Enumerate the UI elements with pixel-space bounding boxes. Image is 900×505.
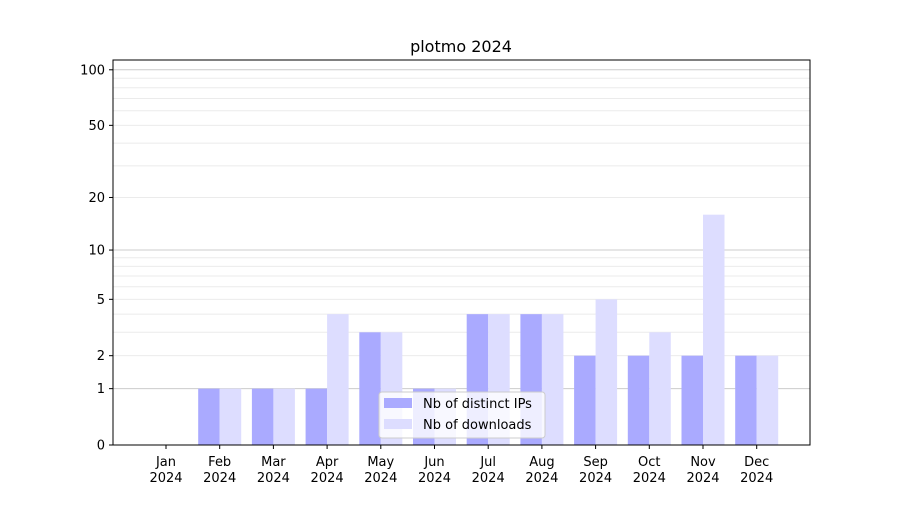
y-tick-label: 5 [97, 293, 105, 308]
x-tick-label: Mar [261, 455, 286, 470]
bar-downloads [756, 355, 779, 445]
bar-distinct-ips [735, 355, 757, 445]
legend-box [378, 391, 546, 439]
legend-swatch [384, 419, 412, 429]
x-tick-label: 2024 [203, 471, 236, 486]
chart-title: plotmo 2024 [410, 37, 512, 56]
bar-distinct-ips [251, 388, 274, 445]
bar-distinct-ips [359, 332, 381, 445]
legend-label: Nb of distinct IPs [423, 397, 532, 412]
x-tick-label: 2024 [311, 471, 344, 486]
bar-downloads [541, 314, 564, 445]
bar-distinct-ips [574, 355, 596, 445]
bar-distinct-ips [305, 388, 328, 445]
bar-downloads [649, 332, 671, 445]
y-tick-label: 10 [88, 244, 105, 259]
bar-downloads [595, 299, 618, 445]
x-tick-label: Jun [423, 455, 444, 470]
x-tick-label: Dec [744, 455, 769, 470]
x-tick-label: Feb [208, 455, 231, 470]
x-tick-label: Nov [690, 455, 716, 470]
axes-frame [112, 59, 811, 446]
x-tick-label: 2024 [149, 471, 182, 486]
bar-downloads [273, 388, 295, 445]
x-tick-label: Jan [155, 455, 176, 470]
x-tick-label: 2024 [364, 471, 397, 486]
x-tick-label: 2024 [740, 471, 773, 486]
x-tick-label: 2024 [418, 471, 451, 486]
x-tick-label: Apr [316, 455, 339, 470]
bar-downloads [219, 388, 242, 445]
x-tick-label: Oct [638, 455, 660, 470]
x-tick-label: 2024 [686, 471, 719, 486]
bar-downloads [327, 314, 349, 445]
x-tick-label: 2024 [579, 471, 612, 486]
legend-swatch [384, 398, 412, 408]
y-tick-label: 1 [97, 382, 105, 397]
bar-distinct-ips [681, 355, 703, 445]
x-tick-label: Jul [479, 455, 496, 470]
y-tick-label: 0 [97, 439, 105, 454]
x-tick-label: Aug [529, 455, 554, 470]
x-tick-label: 2024 [257, 471, 290, 486]
y-tick-label: 50 [88, 119, 105, 134]
x-tick-label: May [367, 455, 394, 470]
x-tick-label: Sep [583, 455, 608, 470]
x-tick-label: 2024 [472, 471, 505, 486]
bar-distinct-ips [627, 355, 650, 445]
y-tick-label: 100 [80, 63, 105, 78]
bar-distinct-ips [198, 388, 220, 445]
x-tick-label: 2024 [525, 471, 558, 486]
legend: Nb of distinct IPs Nb of downloads [378, 391, 546, 439]
x-tick-label: 2024 [633, 471, 666, 486]
y-tick-label: 20 [88, 191, 105, 206]
bar-downloads [703, 214, 725, 445]
y-tick-label: 2 [97, 349, 105, 364]
legend-label: Nb of downloads [423, 418, 532, 433]
